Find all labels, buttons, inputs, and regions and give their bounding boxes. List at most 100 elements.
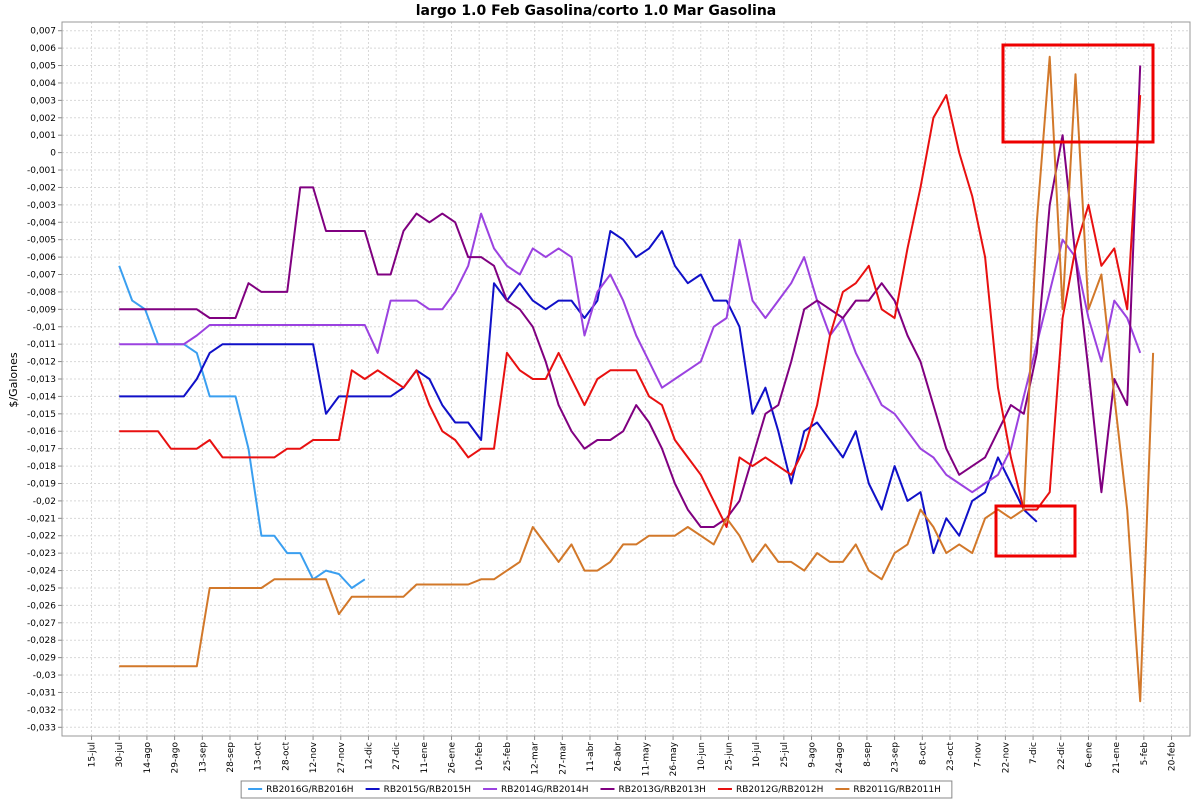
x-tick-label: 21-ene — [1112, 742, 1122, 774]
legend-label: RB2012G/RB2012H — [736, 785, 823, 795]
plot-lines — [118, 55, 1155, 703]
y-tick-label: -0,013 — [27, 375, 56, 385]
y-tick-label: -0,018 — [27, 462, 56, 472]
y-tick-label: -0,022 — [27, 532, 56, 542]
y-tick-label: -0,02 — [33, 497, 56, 507]
series-line — [119, 94, 1142, 528]
highlight-box — [994, 504, 1077, 558]
y-tick-label: -0,025 — [27, 584, 56, 594]
y-tick-label: -0,029 — [27, 654, 56, 664]
plot-frame — [61, 21, 1191, 737]
x-tick-label: 12-dic — [364, 742, 374, 770]
y-tick-label: -0,006 — [27, 253, 56, 263]
x-tick-label: 8-oct — [918, 742, 928, 766]
y-tick-label: -0,005 — [27, 236, 56, 246]
y-tick-label: -0,011 — [27, 340, 56, 350]
x-tick-label: 29-ago — [171, 742, 181, 774]
chart-title: largo 1.0 Feb Gasolina/corto 1.0 Mar Gas… — [416, 3, 776, 19]
x-tick-label: 7-nov — [974, 741, 984, 767]
series-line — [119, 212, 1142, 494]
y-tick-label: 0,007 — [30, 27, 56, 37]
legend-label: RB2014G/RB2014H — [501, 785, 588, 795]
legend-label: RB2015G/RB2015H — [384, 785, 471, 795]
x-tick-label: 26-may — [669, 741, 679, 776]
x-tick-label: 5-feb — [1140, 742, 1150, 766]
x-tick-label: 30-jul — [115, 742, 125, 767]
y-axis-label: $/Galones — [7, 352, 20, 407]
legend: RB2016G/RB2016H RB2015G/RB2015H RB2014G/RB… — [240, 780, 953, 799]
y-tick-label: -0,032 — [27, 706, 56, 716]
x-tick-label: 15-jul — [88, 742, 98, 767]
y-tick-label: 0,001 — [30, 131, 56, 141]
y-tick-label: -0,014 — [27, 392, 56, 402]
x-tick-label: 10-feb — [475, 742, 485, 771]
x-tick-label: 14-ago — [143, 742, 153, 774]
x-tick-label: 23-sep — [891, 742, 901, 773]
y-tick-label: -0,012 — [27, 358, 56, 368]
x-tick-label: 6-ene — [1084, 742, 1094, 768]
y-tick-label: 0,005 — [30, 62, 56, 72]
x-tick-label: 26-ene — [448, 742, 458, 774]
x-tick-label: 22-dic — [1057, 742, 1067, 770]
legend-label: RB2011G/RB2011H — [853, 785, 940, 795]
y-tick-label: -0,028 — [27, 636, 56, 646]
x-tick-label: 22-nov — [1001, 741, 1011, 773]
x-tick-label: 25-jul — [780, 742, 790, 767]
x-tick-label: 12-mar — [531, 742, 541, 775]
legend-label: RB2016G/RB2016H — [266, 785, 353, 795]
x-tick-label: 11-abr — [586, 742, 596, 772]
highlight-box — [1001, 43, 1155, 144]
x-tick-label: 7-dic — [1029, 742, 1039, 764]
y-tick-label: -0,01 — [33, 323, 56, 333]
y-tick-label: -0,027 — [27, 619, 56, 629]
x-tick-label: 25-feb — [503, 742, 513, 771]
y-tick-label: 0,003 — [30, 96, 56, 106]
x-tick-label: 27-dic — [392, 742, 402, 770]
x-tick-label: 26-abr — [614, 742, 624, 772]
x-tick-label: 13-oct — [254, 742, 264, 771]
x-tick-label: 25-jun — [724, 742, 734, 771]
x-tick-label: 28-sep — [226, 742, 236, 773]
x-tick-label: 23-oct — [946, 742, 956, 771]
legend-box — [240, 780, 953, 799]
y-tick-label: -0,024 — [27, 567, 56, 577]
x-tick-label: 11-ene — [420, 742, 430, 774]
y-tick-label: 0,002 — [30, 114, 56, 124]
x-tick-label: 27-mar — [558, 742, 568, 775]
y-tick-label: -0,003 — [27, 201, 56, 211]
y-tick-label: -0,008 — [27, 288, 56, 298]
y-tick-label: -0,002 — [27, 183, 56, 193]
y-tick-label: 0,006 — [30, 44, 56, 54]
x-tick-label: 9-ago — [808, 742, 818, 768]
x-tick-label: 12-nov — [309, 741, 319, 773]
y-tick-label: -0,004 — [27, 218, 56, 228]
x-tick-label: 8-sep — [863, 742, 873, 767]
series-line — [119, 65, 1142, 528]
legend-label: RB2013G/RB2013H — [619, 785, 706, 795]
x-tick-label: 20-feb — [1168, 742, 1178, 771]
y-tick-label: -0,009 — [27, 305, 56, 315]
y-tick-label: -0,017 — [27, 445, 56, 455]
y-tick-label: -0,026 — [27, 601, 56, 611]
x-tick-label: 10-jul — [752, 742, 762, 767]
y-tick-label: -0,007 — [27, 271, 56, 281]
x-tick-label: 13-sep — [198, 742, 208, 773]
y-tick-label: -0,019 — [27, 479, 56, 489]
y-tick-label: -0,023 — [27, 549, 56, 559]
y-tick-label: 0,004 — [30, 79, 56, 89]
series-line — [119, 230, 1038, 555]
y-tick-label: -0,015 — [27, 410, 56, 420]
y-tick-label: -0,001 — [27, 166, 56, 176]
x-tick-label: 11-may — [641, 741, 651, 776]
y-tick-label: -0,03 — [33, 671, 56, 681]
y-tick-label: -0,033 — [27, 723, 56, 733]
y-tick-label: -0,031 — [27, 688, 56, 698]
x-tick-label: 28-oct — [281, 742, 291, 771]
x-tick-label: 10-jun — [697, 742, 707, 771]
y-tick-label: -0,021 — [27, 514, 56, 524]
series-line — [119, 55, 1155, 703]
y-tick-label: -0,016 — [27, 427, 56, 437]
y-tick-label: 0 — [50, 149, 56, 159]
